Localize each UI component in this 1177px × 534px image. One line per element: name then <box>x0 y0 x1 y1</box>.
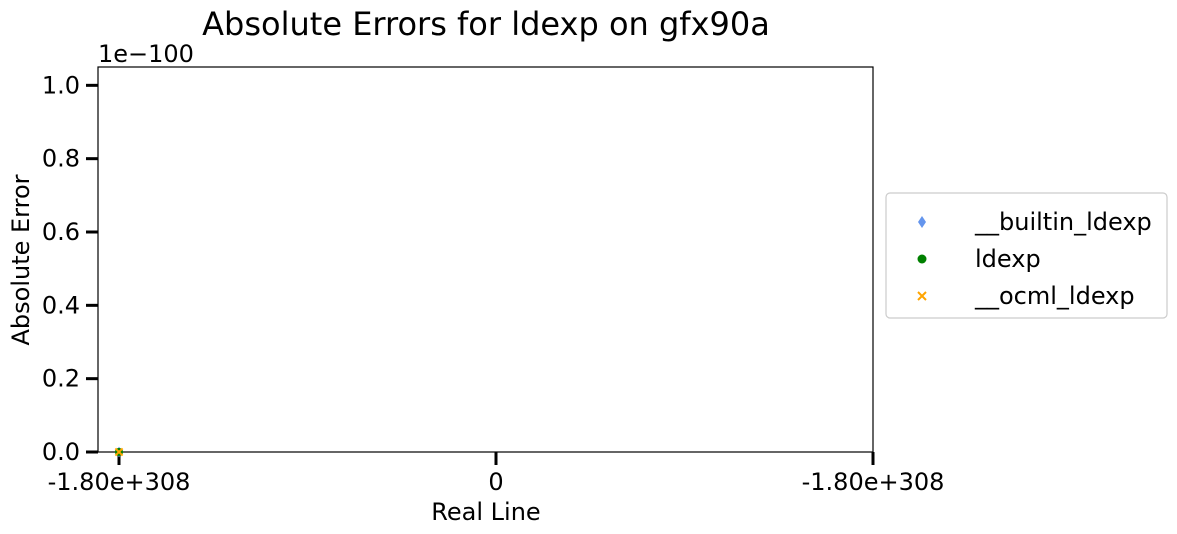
data-points <box>114 446 124 458</box>
data-point <box>114 447 124 457</box>
x-axis-label: Real Line <box>431 498 540 526</box>
y-tick-label: 0.6 <box>42 218 80 246</box>
legend-label: ldexp <box>975 245 1041 273</box>
chart-title: Absolute Errors for ldexp on gfx90a <box>202 5 770 43</box>
y-axis-label: Absolute Error <box>7 174 35 345</box>
legend-label: __builtin_ldexp <box>974 208 1152 236</box>
y-tick-label: 0.2 <box>42 365 80 393</box>
y-tick-label: 0.0 <box>42 438 80 466</box>
x-axis: -1.80e+308 0 -1.80e+308 <box>48 452 945 496</box>
x-tick-label: -1.80e+308 <box>802 468 945 496</box>
legend-marker <box>918 216 926 228</box>
legend-frame <box>885 192 1168 319</box>
y-tick-label: 1.0 <box>42 71 80 99</box>
y-tick-label: 0.8 <box>42 145 80 173</box>
plot-area <box>97 66 874 453</box>
x-tick-label: 0 <box>488 468 503 496</box>
legend-marker <box>917 291 927 301</box>
y-axis: 0.0 0.2 0.4 0.6 0.8 1.0 <box>42 71 98 466</box>
x-tick-label: -1.80e+308 <box>48 468 191 496</box>
legend-marker <box>917 254 927 264</box>
y-tick-label: 0.4 <box>42 291 80 319</box>
legend-label: __ocml_ldexp <box>974 282 1135 310</box>
y-offset-text: 1e−100 <box>98 40 194 68</box>
